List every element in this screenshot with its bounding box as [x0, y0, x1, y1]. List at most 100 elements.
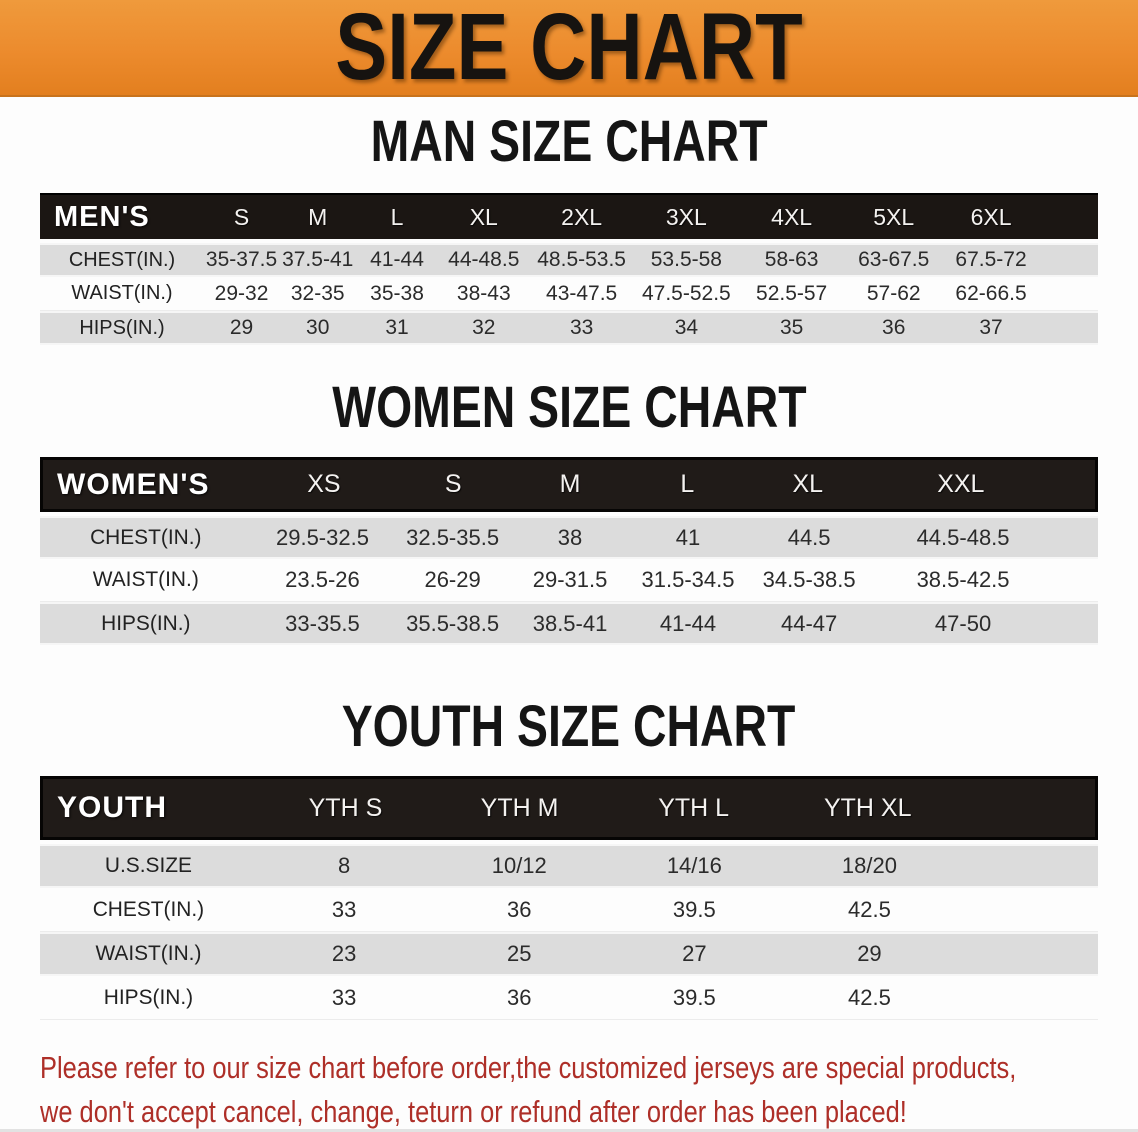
size-header-cell: S [444, 470, 462, 498]
row-label: CHEST(IN.) [90, 525, 202, 549]
table-row: CHEST(IN.) 35-37.5 37.5-41 41-44 44-48.5 48.5… [40, 243, 1098, 277]
size-value: 36 [507, 984, 532, 1010]
row-label: CHEST(IN.) [68, 248, 176, 271]
table-row: HIPS(IN.) 29 30 31 32 33 34 35 36 37 [40, 311, 1098, 345]
size-value: 26-29 [424, 567, 481, 592]
size-value: 33 [331, 896, 357, 922]
size-value: 35.5-38.5 [406, 610, 500, 636]
size-header-cell: L [680, 470, 695, 498]
size-value: 38.5-41 [532, 610, 608, 636]
size-header-cell: XS [307, 470, 341, 498]
size-value: 29-32 [214, 281, 269, 305]
size-value: 23.5-26 [285, 567, 360, 592]
size-header-cell: 4XL [771, 203, 813, 230]
size-value: 35 [779, 316, 804, 339]
table-header-row: YOUTH YTH S YTH M YTH L YTH XL [40, 776, 1098, 840]
size-value: 41 [675, 524, 701, 550]
disclaimer-line-2: we don't accept cancel, change, teturn o… [40, 1094, 907, 1129]
size-header-cell: XXL [937, 470, 985, 498]
size-value: 48.5-53.5 [537, 248, 626, 271]
size-value: 41-44 [370, 248, 424, 271]
row-label: WAIST(IN.) [95, 942, 202, 965]
size-value: 44-48.5 [448, 248, 520, 271]
size-value: 32 [472, 316, 496, 339]
size-header-cell: L [390, 203, 404, 230]
size-value: 34.5-38.5 [762, 567, 856, 592]
size-header-cell: YTH XL [823, 793, 912, 822]
disclaimer-text: Please refer to our size chart before or… [0, 1046, 1138, 1129]
size-header-cell: 6XL [970, 203, 1012, 230]
size-value: 36 [507, 896, 532, 922]
size-value: 57-62 [866, 281, 921, 305]
size-value: 33 [569, 316, 594, 339]
size-value: 30 [306, 316, 330, 339]
table-row: HIPS(IN.) 33 36 39.5 42.5 [40, 976, 1098, 1020]
size-value: 41-44 [659, 610, 717, 636]
table-row: CHEST(IN.) 33 36 39.5 42.5 [40, 888, 1098, 932]
size-value: 37.5-41 [282, 248, 354, 271]
size-value: 63-67.5 [858, 248, 930, 271]
size-header-cell: YTH M [480, 793, 559, 822]
size-value: 8 [338, 853, 351, 878]
size-value: 42.5 [848, 896, 891, 922]
table-row: U.S.SIZE 8 10/12 14/16 18/20 [40, 844, 1098, 888]
table-row: WAIST(IN.) 23 25 27 29 [40, 932, 1098, 976]
size-value: 34 [674, 316, 699, 339]
table-row: WAIST(IN.) 23.5-26 26-29 29-31.5 31.5-34.5 34… [40, 559, 1098, 602]
size-header-cell: 3XL [665, 203, 707, 230]
size-value: 27 [682, 941, 707, 966]
size-header-cell: YTH L [658, 793, 730, 822]
size-value: 62-66.5 [955, 281, 1027, 305]
mens-size-table: MEN'S S M L XL 2XL 3XL 4XL 5XL 6XL CHEST(IN.) 35-37… [40, 193, 1098, 345]
size-value: 31.5-34.5 [641, 567, 735, 592]
size-value: 37 [979, 316, 1003, 339]
size-value: 23 [331, 941, 357, 966]
page-title: SIZE CHART [335, 0, 803, 100]
size-value: 31 [385, 316, 409, 339]
size-value: 38 [557, 524, 583, 550]
table-title-cell: YOUTH [57, 791, 167, 824]
size-chart-banner: SIZE CHART [0, 0, 1138, 97]
size-value: 52.5-57 [756, 281, 828, 305]
size-value: 39.5 [672, 896, 716, 922]
row-label: U.S.SIZE [104, 854, 192, 877]
size-value: 36 [882, 316, 906, 339]
size-header-cell: M [559, 470, 581, 498]
size-value: 44.5 [787, 524, 831, 550]
row-label: HIPS(IN.) [101, 611, 191, 635]
size-value: 10/12 [491, 853, 547, 878]
size-value: 39.5 [672, 984, 716, 1010]
table-row: HIPS(IN.) 33-35.5 35.5-38.5 38.5-41 41-44 44-… [40, 602, 1098, 645]
row-label: WAIST(IN.) [92, 568, 199, 591]
size-value: 38-43 [456, 281, 511, 305]
size-value: 29 [857, 941, 882, 966]
size-header-cell: 5XL [873, 203, 915, 230]
size-value: 32.5-35.5 [406, 524, 500, 550]
size-value: 33 [331, 984, 357, 1010]
size-value: 29-31.5 [532, 567, 608, 592]
size-value: 58-63 [764, 248, 819, 271]
size-header-cell: 2XL [561, 203, 603, 230]
size-header-cell: XL [469, 203, 498, 230]
table-title-cell: MEN'S [54, 200, 150, 233]
size-value: 29 [229, 316, 254, 339]
size-value: 67.5-72 [955, 248, 1027, 271]
row-label: HIPS(IN.) [103, 985, 194, 1009]
size-value: 47.5-52.5 [641, 281, 731, 305]
size-value: 53.5-58 [650, 248, 722, 271]
size-value: 47-50 [934, 610, 992, 636]
size-value: 25 [507, 941, 532, 966]
youth-size-table: YOUTH YTH S YTH M YTH L YTH XL U.S.SIZE 8 10/12… [40, 776, 1098, 1020]
size-header-cell: XL [792, 470, 824, 498]
man-size-chart-heading: MAN SIZE CHART [370, 109, 768, 174]
table-title-cell: WOMEN'S [57, 467, 210, 501]
table-row: CHEST(IN.) 29.5-32.5 32.5-35.5 38 41 44.5 44.5… [40, 516, 1098, 559]
size-header-cell: S [233, 203, 250, 230]
size-value: 43-47.5 [546, 281, 618, 305]
size-value: 42.5 [848, 984, 891, 1010]
row-label: CHEST(IN.) [92, 897, 205, 921]
women-size-chart-heading: WOMEN SIZE CHART [331, 375, 807, 440]
size-header-cell: YTH S [308, 793, 383, 822]
row-label: HIPS(IN.) [79, 316, 165, 339]
